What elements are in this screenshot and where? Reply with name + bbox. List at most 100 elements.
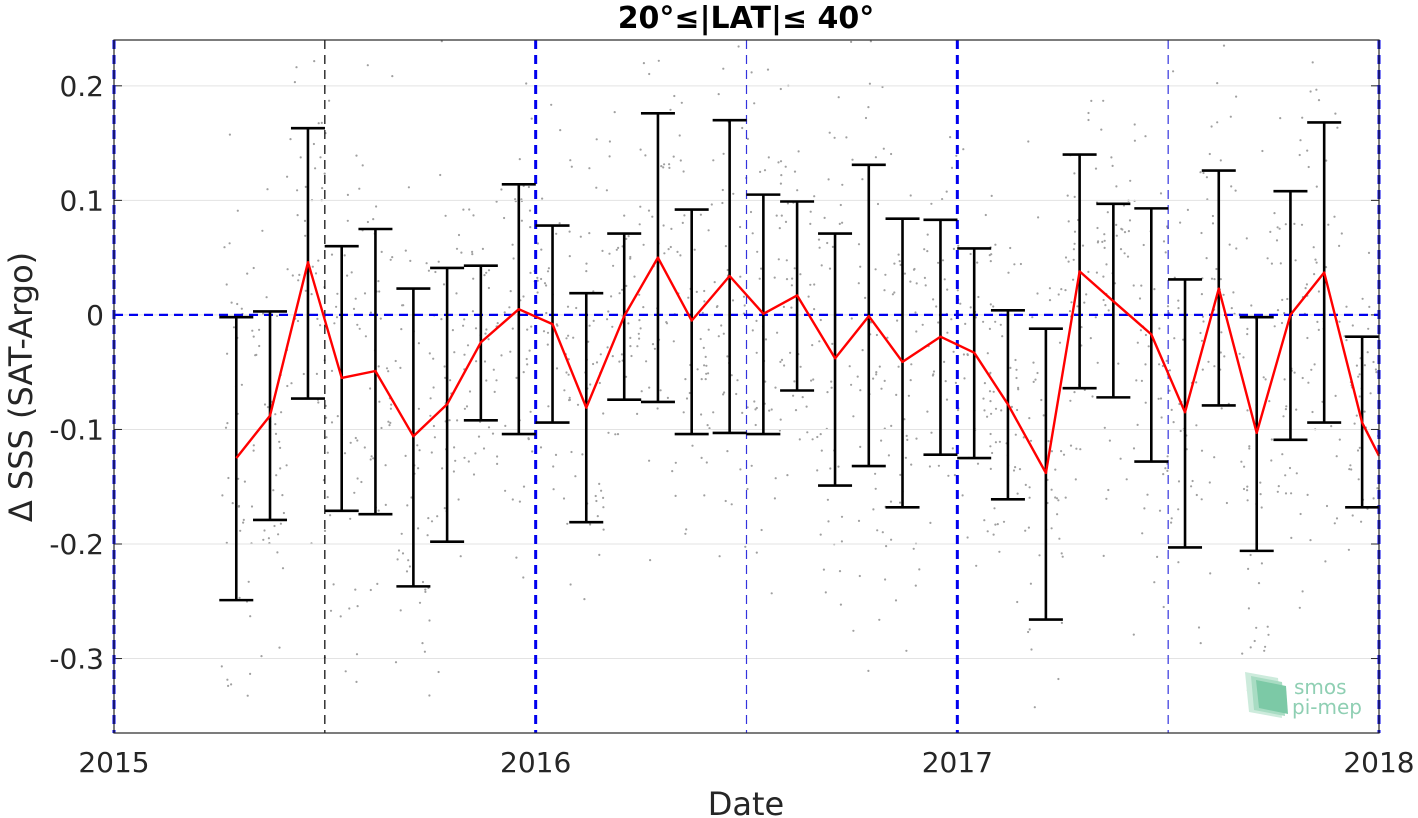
scatter-point (1358, 395, 1361, 398)
scatter-point (898, 260, 901, 263)
scatter-point (606, 346, 609, 349)
scatter-point (569, 159, 572, 162)
scatter-point (874, 156, 878, 159)
scatter-point (485, 328, 488, 331)
scatter-point (384, 503, 387, 506)
scatter-point (801, 396, 804, 399)
scatter-point (1074, 478, 1077, 481)
scatter-point (588, 232, 591, 235)
scatter-point (443, 507, 446, 510)
scatter-point (819, 533, 822, 536)
scatter-point (317, 122, 320, 125)
scatter-point (638, 223, 641, 226)
scatter-point (400, 328, 403, 331)
scatter-point (1276, 226, 1279, 229)
scatter-point (1294, 259, 1297, 262)
scatter-point (1104, 304, 1107, 307)
scatter-point (262, 538, 265, 541)
scatter-point (228, 242, 231, 245)
scatter-point (642, 243, 645, 246)
scatter-point (503, 311, 506, 314)
scatter-point (330, 253, 334, 256)
scatter-point (1306, 149, 1309, 152)
scatter-point (640, 390, 643, 393)
scatter-point (511, 243, 514, 246)
scatter-point (826, 498, 830, 501)
scatter-point (1106, 211, 1109, 214)
scatter-point (598, 381, 601, 385)
scatter-point (1275, 239, 1279, 242)
scatter-point (662, 166, 665, 169)
scatter-point (1048, 299, 1052, 302)
scatter-point (401, 304, 404, 307)
scatter-point (615, 248, 618, 251)
scatter-point (1064, 496, 1067, 499)
scatter-point (487, 269, 491, 272)
scatter-point (910, 463, 913, 466)
scatter-point (1140, 284, 1143, 287)
scatter-point (1056, 513, 1059, 516)
scatter-point (1032, 380, 1035, 383)
scatter-point (249, 672, 252, 676)
scatter-point (355, 653, 359, 656)
scatter-point (607, 431, 610, 434)
scatter-point (884, 273, 887, 276)
scatter-point (1279, 117, 1282, 120)
x-tick-label: 2017 (922, 746, 993, 779)
scatter-point (1281, 453, 1284, 456)
y-tick-label: 0.2 (59, 70, 104, 103)
scatter-point (627, 235, 630, 238)
scatter-point (773, 276, 776, 279)
scatter-point (1177, 480, 1181, 483)
scatter-point (636, 345, 639, 348)
scatter-point (1129, 179, 1132, 182)
scatter-point (1170, 408, 1173, 411)
scatter-point (915, 437, 918, 440)
background-scatter (220, 40, 1380, 709)
scatter-point (1172, 421, 1175, 424)
scatter-point (242, 518, 245, 522)
scatter-point (1032, 361, 1035, 364)
scatter-point (841, 221, 844, 224)
scatter-point (457, 233, 461, 237)
scatter-point (899, 501, 902, 504)
scatter-point (520, 198, 523, 201)
scatter-point (1070, 301, 1073, 304)
scatter-point (286, 268, 289, 271)
scatter-point (230, 301, 233, 304)
scatter-point (1073, 195, 1076, 198)
scatter-point (1211, 214, 1214, 218)
scatter-point (838, 570, 842, 573)
scatter-point (1073, 242, 1076, 245)
scatter-point (1144, 135, 1147, 138)
scatter-point (1164, 467, 1167, 470)
scatter-point (923, 248, 926, 251)
scatter-point (833, 136, 836, 139)
scatter-point (673, 94, 676, 98)
scatter-point (1177, 508, 1180, 511)
scatter-point (1357, 375, 1360, 378)
scatter-point (358, 187, 361, 190)
scatter-point (793, 267, 796, 270)
scatter-point (1246, 499, 1249, 502)
scatter-point (1205, 257, 1208, 260)
scatter-point (982, 397, 985, 400)
scatter-point (779, 182, 783, 185)
scatter-point (809, 283, 812, 286)
scatter-point (1201, 368, 1204, 371)
scatter-point (536, 276, 539, 279)
scatter-point (1260, 506, 1263, 509)
y-tick-label: -0.2 (49, 528, 104, 561)
scatter-point (784, 165, 787, 168)
scatter-point (1363, 364, 1366, 367)
scatter-point (275, 474, 278, 477)
scatter-point (515, 556, 518, 559)
scatter-point (378, 290, 381, 293)
scatter-point (1064, 256, 1068, 259)
scatter-point (956, 289, 959, 292)
scatter-point (1179, 429, 1182, 433)
scatter-point (1157, 397, 1160, 400)
scatter-point (1242, 356, 1245, 359)
scatter-point (1306, 336, 1309, 340)
scatter-point (841, 183, 844, 186)
